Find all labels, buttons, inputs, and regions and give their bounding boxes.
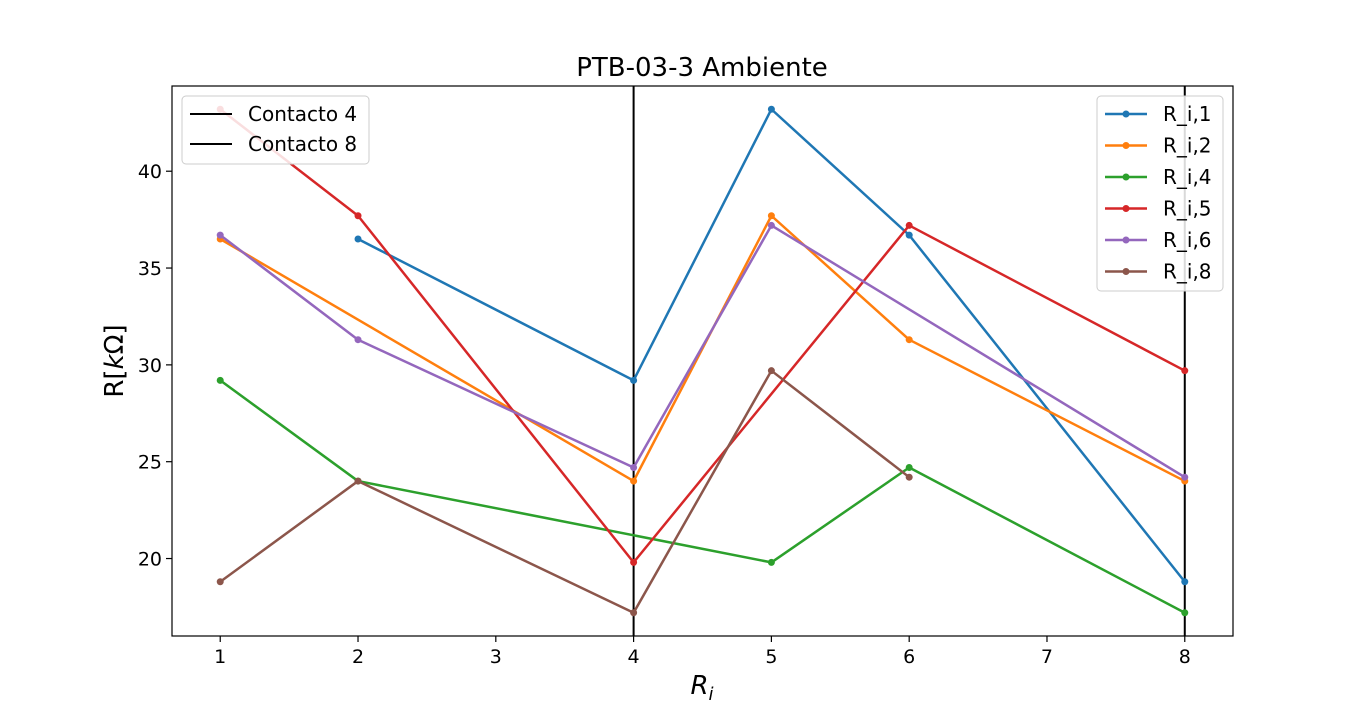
legend-series-marker: [1122, 268, 1130, 275]
legend-series-label: R_i,4: [1163, 165, 1212, 189]
y-axis: 20 25 30 35 40: [138, 161, 172, 571]
x-axis: 1 2 3 4 5 6 7 8: [214, 636, 1191, 668]
plot-area: [171, 85, 1234, 637]
legend-contacts: Contacto 4 Contacto 8: [181, 95, 370, 165]
x-axis-label: Ri: [690, 671, 713, 705]
legend-series-marker: [1122, 142, 1130, 149]
x-axis-label-base: R: [690, 671, 708, 701]
data-point: [354, 477, 362, 485]
series-line-5: [219, 224, 1186, 479]
data-point: [1181, 473, 1189, 481]
legend-series-label: R_i,6: [1163, 228, 1212, 252]
legend-series-marker: [1122, 236, 1130, 244]
x-tick-label: 5: [765, 646, 777, 668]
y-axis-label: R[kΩ]: [100, 324, 130, 397]
legend-series-marker: [1122, 205, 1130, 212]
y-tick-label: 40: [138, 161, 162, 183]
data-point: [216, 376, 224, 384]
x-tick-label: 2: [352, 646, 364, 668]
legend-series-label: R_i,1: [1163, 102, 1212, 126]
data-point: [630, 558, 638, 566]
y-axis-label-italic: k: [100, 353, 130, 369]
data-point: [767, 105, 775, 113]
data-point: [216, 231, 224, 239]
data-point: [354, 212, 362, 220]
x-tick-label: 6: [903, 646, 915, 668]
data-point: [1181, 609, 1189, 617]
data-point: [630, 477, 638, 485]
series-line-1: [357, 107, 1186, 583]
data-point: [905, 473, 913, 481]
legend-series: R_i,1 R_i,2 R_i,4 R_i,5 R_i,6 R_i,8: [1096, 95, 1224, 292]
y-tick-label: 25: [138, 452, 162, 474]
legend-series-label: R_i,5: [1163, 197, 1212, 221]
data-point: [767, 367, 775, 375]
legend-contact-label: Contacto 4: [248, 102, 357, 126]
data-point: [905, 464, 913, 472]
x-tick-label: 8: [1179, 646, 1191, 668]
data-point: [630, 609, 638, 617]
y-axis-label-base: R[: [100, 369, 130, 397]
series-line-6: [219, 369, 910, 615]
x-tick-label: 3: [490, 646, 502, 668]
y-tick-label: 20: [138, 549, 162, 571]
legend-series-marker: [1122, 173, 1130, 181]
data-point: [216, 578, 224, 586]
data-point: [1181, 367, 1189, 375]
x-tick-label: 7: [1041, 646, 1053, 668]
axes-frame: [171, 85, 1234, 637]
data-point: [905, 231, 913, 239]
x-tick-label: 4: [628, 646, 640, 668]
y-tick-label: 35: [138, 258, 162, 280]
chart-title: PTB-03-3 Ambiente: [576, 53, 828, 83]
data-point: [1181, 578, 1189, 586]
data-point: [354, 235, 362, 243]
x-tick-label: 1: [214, 646, 226, 668]
data-point: [354, 336, 362, 344]
y-axis-label-tail: Ω]: [100, 324, 130, 354]
data-point: [905, 336, 913, 344]
series-line-4: [219, 108, 1186, 564]
legend-series-label: R_i,8: [1163, 260, 1212, 284]
x-axis-label-sub: i: [709, 684, 714, 705]
data-point: [767, 558, 775, 566]
y-tick-label: 30: [138, 355, 162, 377]
legend-series-marker: [1122, 110, 1130, 118]
data-point: [630, 376, 638, 384]
legend-series-label: R_i,2: [1163, 134, 1212, 158]
data-point: [767, 212, 775, 220]
legend-contact-label: Contacto 8: [248, 132, 357, 156]
series-line-3: [219, 379, 1186, 614]
data-point: [905, 221, 913, 229]
data-point: [767, 221, 775, 229]
data-point: [630, 464, 638, 472]
